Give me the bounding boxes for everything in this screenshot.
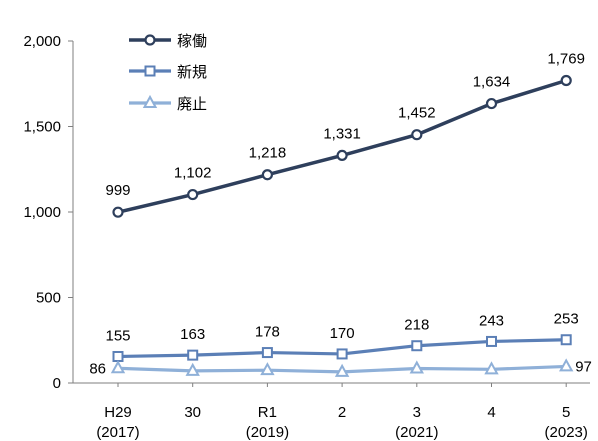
data-label: 1,769	[547, 51, 585, 68]
legend-marker	[144, 34, 156, 46]
data-label: 86	[89, 360, 106, 377]
series-2-point	[261, 347, 273, 359]
x-tick-label: R1	[258, 404, 277, 421]
y-tick-label: 1,500	[23, 119, 61, 136]
x-tick-sublabel: (2021)	[395, 424, 438, 441]
data-label: 97	[575, 358, 592, 375]
x-tick-sublabel: (2023)	[545, 424, 588, 441]
data-label: 163	[180, 326, 205, 343]
series-2-point	[336, 348, 348, 360]
series-3-point	[334, 363, 350, 377]
data-label: 1,452	[398, 105, 436, 122]
x-tick-label: 30	[184, 404, 201, 421]
series-2-point	[560, 334, 572, 346]
x-tick-label: 4	[487, 404, 495, 421]
series-3-point	[409, 360, 424, 374]
y-tick-label: 500	[36, 290, 61, 307]
series-3-point	[185, 362, 200, 376]
legend-entry-2: 新規	[129, 63, 207, 81]
series-markers	[110, 74, 574, 377]
data-label: 1,634	[473, 74, 511, 91]
data-label: 155	[105, 327, 130, 344]
legend-label: 廃止	[177, 95, 207, 113]
legend-entry-3: 廃止	[129, 94, 207, 113]
x-tick-label: 3	[413, 404, 421, 421]
x-tick-label: 2	[338, 404, 346, 421]
data-label: 253	[554, 311, 579, 328]
y-tick-label: 1,000	[23, 204, 61, 221]
data-label: 170	[330, 325, 355, 342]
data-label: 1,102	[174, 165, 212, 182]
series-1-point	[560, 74, 572, 87]
data-label: 999	[105, 182, 130, 199]
y-tick-label: 0	[53, 375, 61, 392]
legend-label: 新規	[177, 63, 207, 81]
data-labels: 999 1,102 1,218 1,331 1,452 1,634 1,769 155 163 1…	[89, 51, 592, 378]
series-3-point	[484, 361, 499, 375]
series-1-point	[411, 129, 423, 141]
series-1-point	[112, 206, 124, 218]
legend-entry-1: 稼働	[129, 32, 207, 50]
series-2-point	[411, 340, 423, 352]
data-label: 243	[479, 312, 504, 329]
series-1-point	[485, 97, 498, 110]
x-tick-sublabel: (2017)	[96, 424, 139, 441]
data-label: 218	[404, 317, 429, 334]
x-tick-label: 5	[562, 404, 570, 421]
legend-marker	[142, 94, 158, 108]
series-2-point	[112, 350, 124, 362]
legend-marker	[144, 65, 156, 77]
series-1-point	[336, 149, 348, 161]
data-label: 178	[255, 324, 280, 341]
data-label: 1,218	[249, 145, 287, 162]
x-tick-label: H29	[104, 404, 132, 421]
legend-label: 稼働	[177, 32, 207, 50]
series-1-point	[187, 188, 199, 201]
y-tick-label: 2,000	[23, 33, 61, 50]
series-3-point	[260, 362, 275, 376]
axes: 0 500 1,000 1,500 2,000 H29 (2017) 30 R1 (2019) 2 3…	[23, 33, 590, 441]
series-1-point	[261, 169, 273, 181]
series-2-point	[187, 349, 199, 361]
data-label: 1,331	[323, 125, 361, 142]
series-3-point	[559, 358, 574, 372]
x-tick-sublabel: (2019)	[246, 424, 289, 441]
series-2-point	[486, 335, 497, 347]
series-3-point	[110, 360, 126, 374]
